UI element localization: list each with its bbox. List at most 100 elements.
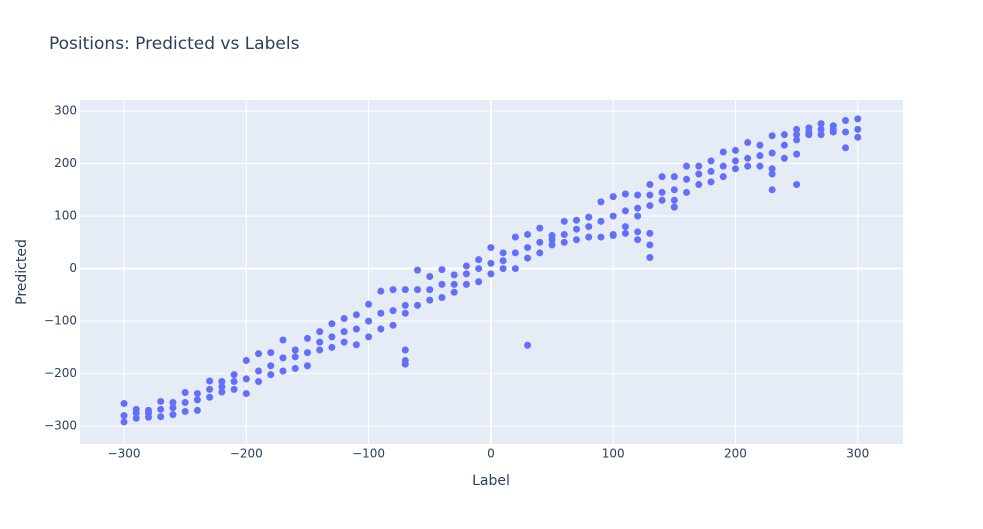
point <box>646 191 654 199</box>
point <box>536 249 544 257</box>
point <box>658 196 666 204</box>
point <box>744 139 752 147</box>
point <box>120 418 128 426</box>
point <box>585 223 593 231</box>
point <box>511 265 519 273</box>
point <box>646 181 654 189</box>
point <box>524 254 532 262</box>
point <box>450 288 458 296</box>
point <box>316 328 324 336</box>
y-axis-title: Predicted <box>14 239 30 305</box>
point <box>646 254 654 262</box>
point <box>267 349 275 357</box>
point <box>707 178 715 186</box>
point <box>352 341 360 349</box>
point <box>670 196 678 204</box>
point <box>181 399 189 407</box>
point <box>780 154 788 162</box>
point <box>597 233 605 241</box>
point <box>793 125 801 133</box>
point <box>316 338 324 346</box>
point <box>756 162 764 170</box>
x-tick-label: 0 <box>487 447 495 461</box>
point <box>414 301 422 309</box>
point <box>340 338 348 346</box>
x-axis-title: Label <box>472 473 510 489</box>
point <box>817 125 825 133</box>
point <box>793 131 801 139</box>
point <box>120 412 128 420</box>
y-tick-label: 0 <box>69 261 77 275</box>
point <box>524 341 532 349</box>
point <box>218 388 226 396</box>
point <box>365 317 373 325</box>
point <box>279 367 287 375</box>
point <box>756 152 764 160</box>
point <box>560 230 568 238</box>
point <box>634 204 642 212</box>
point <box>291 364 299 372</box>
y-tick-label: 300 <box>54 104 77 118</box>
point <box>805 124 813 132</box>
point <box>560 238 568 246</box>
point <box>597 217 605 225</box>
point <box>658 188 666 196</box>
point <box>475 256 483 264</box>
point <box>585 213 593 221</box>
point <box>793 150 801 158</box>
point <box>683 188 691 196</box>
point <box>193 390 201 398</box>
point <box>230 378 238 386</box>
point <box>377 309 385 317</box>
point <box>646 241 654 249</box>
point <box>572 225 580 233</box>
point <box>352 325 360 333</box>
point <box>780 131 788 139</box>
point <box>132 414 140 422</box>
point <box>230 371 238 379</box>
point <box>670 186 678 194</box>
point <box>719 162 727 170</box>
point <box>242 390 250 398</box>
point <box>157 413 165 421</box>
point <box>499 265 507 273</box>
y-tick-label: −300 <box>44 419 77 433</box>
point <box>817 120 825 128</box>
point <box>780 141 788 149</box>
point <box>475 265 483 273</box>
point <box>548 241 556 249</box>
point <box>487 244 495 252</box>
point <box>499 257 507 265</box>
point <box>768 149 776 157</box>
point <box>634 236 642 244</box>
point <box>487 270 495 278</box>
point <box>731 157 739 165</box>
x-tick-label: −300 <box>108 447 141 461</box>
point <box>609 212 617 220</box>
point <box>634 191 642 199</box>
point <box>303 362 311 370</box>
point <box>793 136 801 144</box>
point <box>389 321 397 329</box>
chart-title: Positions: Predicted vs Labels <box>49 34 300 54</box>
point <box>340 328 348 336</box>
point <box>401 346 409 354</box>
point <box>377 287 385 295</box>
point <box>328 333 336 341</box>
point <box>707 167 715 175</box>
point <box>854 115 862 123</box>
point <box>267 371 275 379</box>
point <box>842 144 850 152</box>
point <box>206 393 214 401</box>
point <box>829 122 837 130</box>
point <box>744 162 752 170</box>
point <box>242 375 250 383</box>
point <box>744 154 752 162</box>
point <box>181 407 189 415</box>
y-tick-label: 200 <box>54 156 77 170</box>
point <box>328 343 336 351</box>
point <box>352 311 360 319</box>
point <box>854 133 862 141</box>
point <box>646 202 654 210</box>
point <box>193 396 201 404</box>
